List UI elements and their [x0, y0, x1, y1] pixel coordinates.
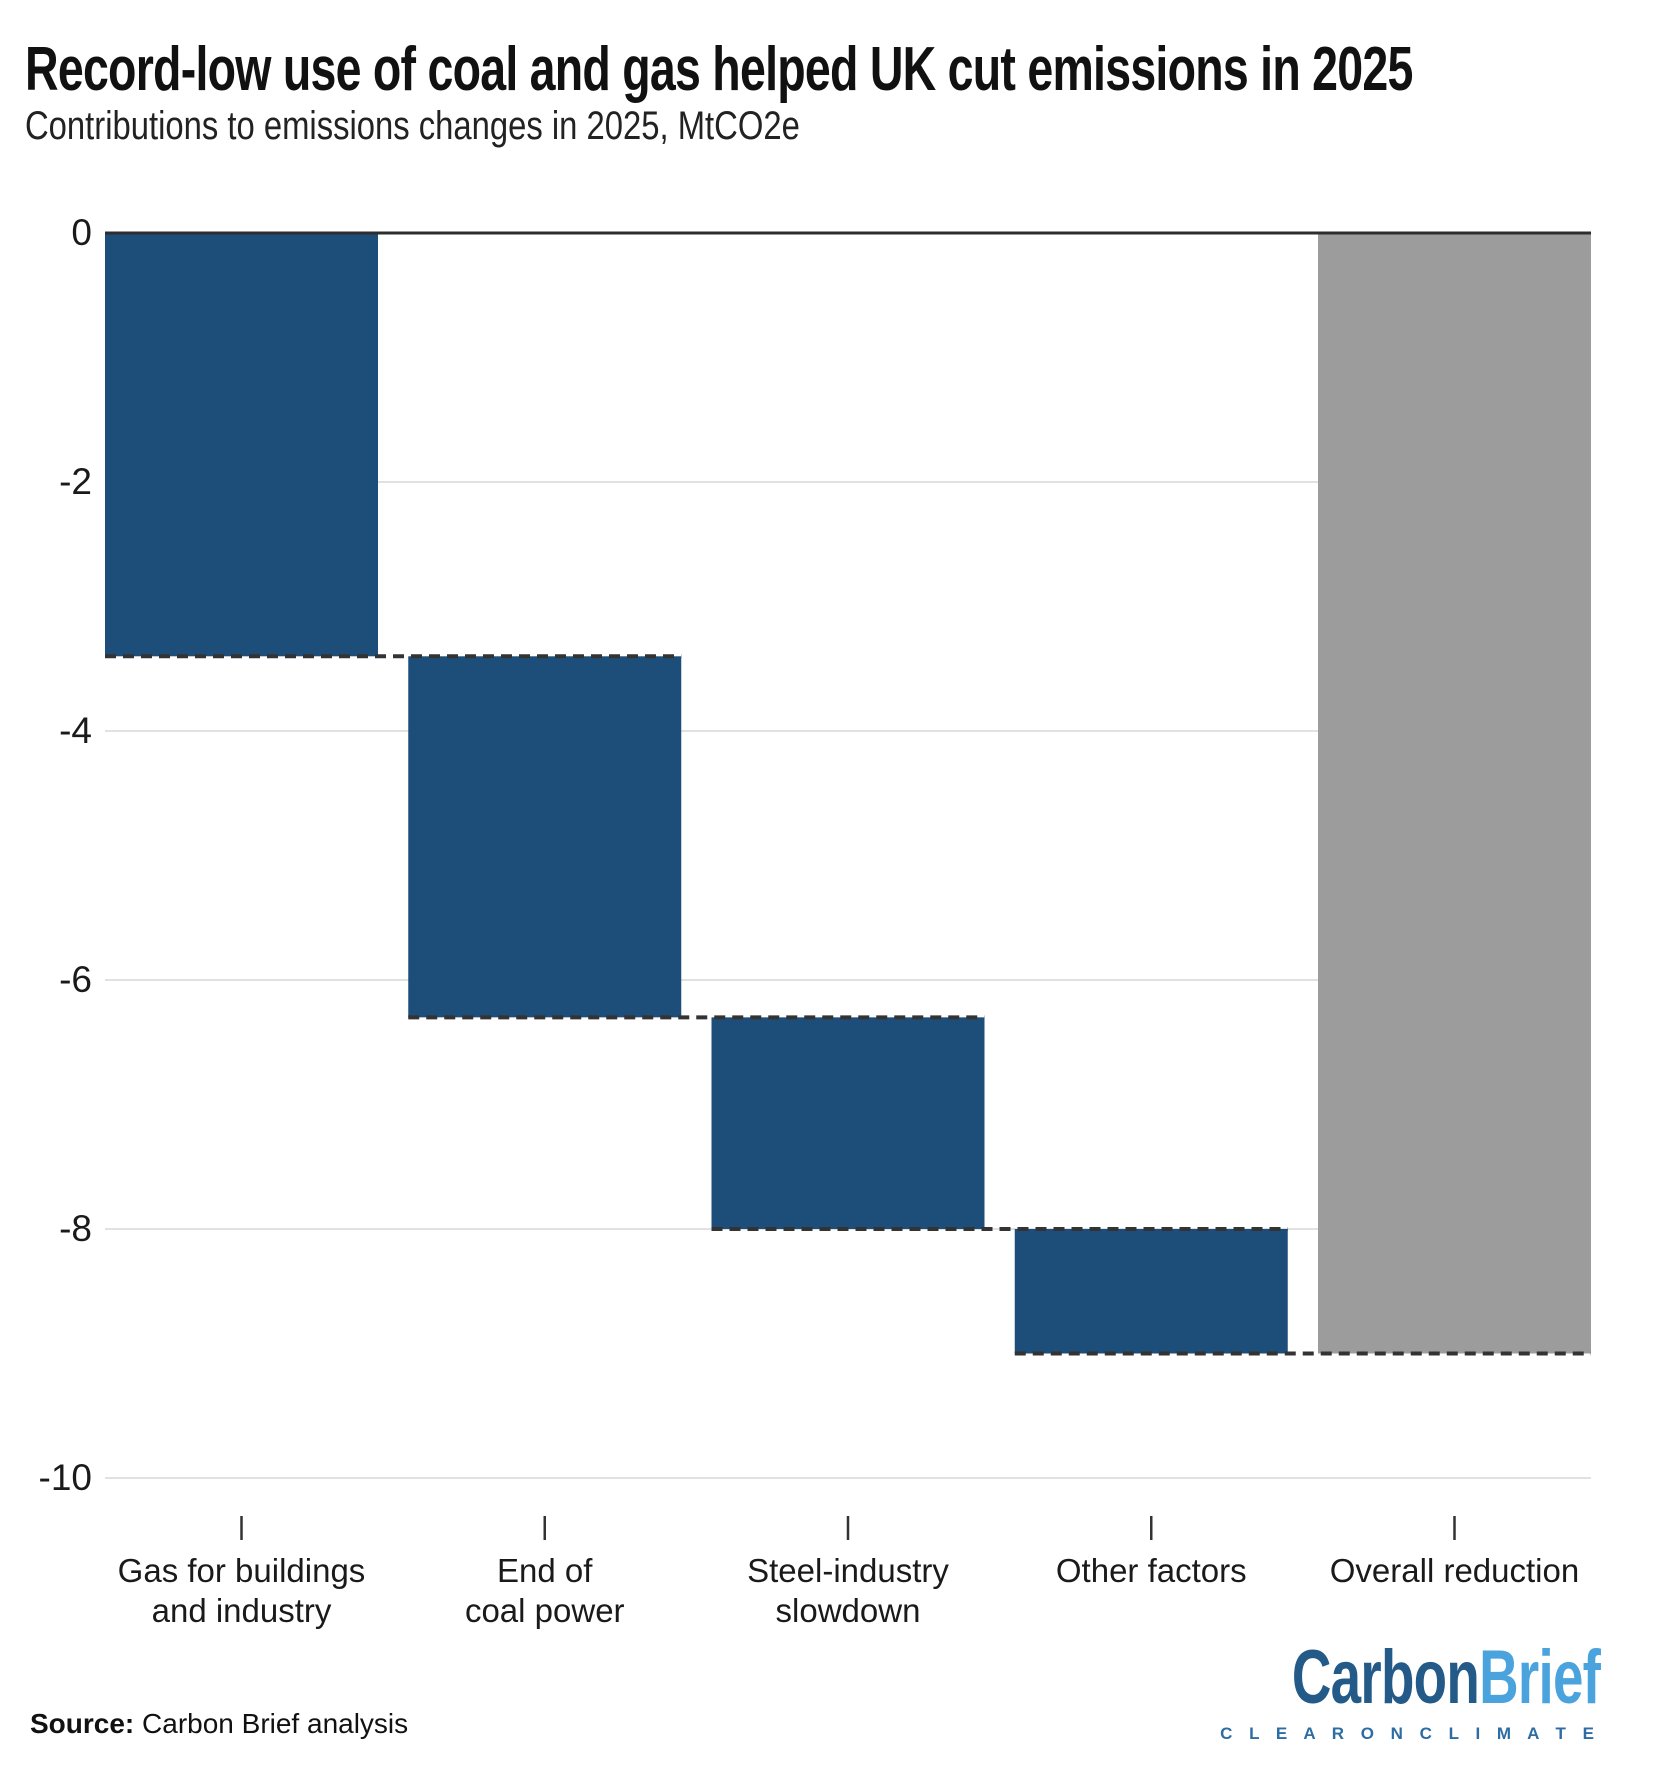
- bar-gas-for-buildings-and-industry: [105, 233, 378, 657]
- y-tick-label--4: -4: [59, 710, 92, 751]
- y-tick-label--8: -8: [59, 1208, 92, 1249]
- y-tick-label-0: 0: [71, 212, 92, 253]
- waterfall-chart: 0 -2 -4 -6 -8 -10 Gas for buildings and industr…: [39, 212, 1591, 1629]
- category-label-2: End of coal power: [465, 1552, 625, 1629]
- category-label-4: Other factors: [1056, 1552, 1247, 1589]
- source-label: Source:: [30, 1708, 135, 1739]
- bar-end-of-coal-power: [408, 656, 682, 1018]
- carbonbrief-wordmark: CarbonBrief: [1292, 1640, 1601, 1716]
- y-tick-label--6: -6: [59, 959, 92, 1000]
- bar-steel-industry-slowdown: [711, 1017, 985, 1229]
- logo-tagline: C L E A R O N C L I M A T E: [1220, 1724, 1600, 1743]
- source-note: Source: Carbon Brief analysis: [30, 1708, 408, 1740]
- category-label-1: Gas for buildings and industry: [118, 1552, 366, 1629]
- logo-brief: Brief: [1478, 1635, 1601, 1720]
- source-text: Carbon Brief analysis: [134, 1708, 409, 1739]
- bar-overall-reduction: [1318, 233, 1591, 1354]
- y-tick-label--2: -2: [59, 461, 92, 502]
- logo-carbon: Carbon: [1291, 1635, 1480, 1720]
- category-label-3: Steel-industry slowdown: [747, 1552, 949, 1629]
- bar-other-factors: [1014, 1229, 1288, 1354]
- chart-subtitle: Contributions to emissions changes in 20…: [25, 104, 800, 148]
- y-tick-label--10: -10: [39, 1457, 92, 1498]
- carbonbrief-logo: CarbonBrief C L E A R O N C L I M A T E: [1172, 1640, 1601, 1744]
- chart-title: Record-low use of coal and gas helped UK…: [25, 35, 1413, 104]
- category-label-5: Overall reduction: [1330, 1552, 1579, 1589]
